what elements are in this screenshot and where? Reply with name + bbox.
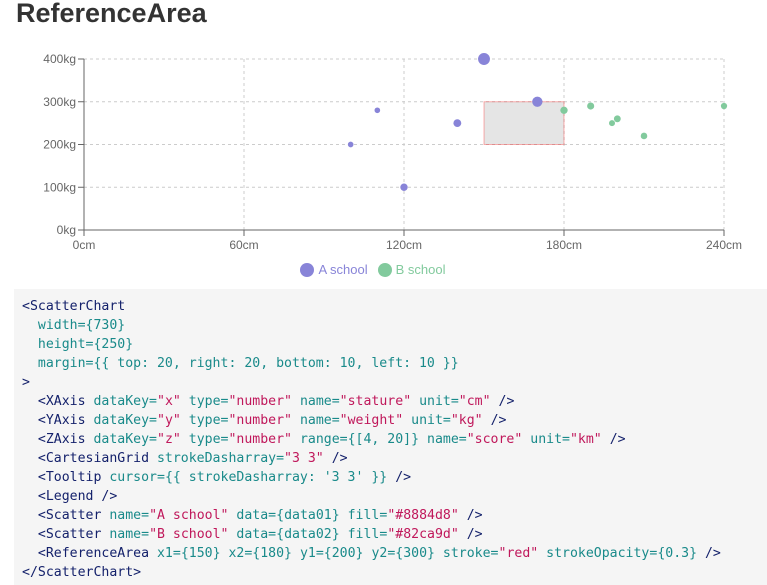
code-line: width={730} (37, 318, 126, 333)
legend-label: A school (318, 262, 368, 277)
y-tick-label: 400kg (43, 52, 76, 66)
b-school-point[interactable] (560, 106, 568, 114)
b-school-point[interactable] (640, 132, 648, 140)
axes: 0cm 60cm 120cm 180cm 240cm 0kg 100kg 200kg 300kg… (43, 52, 742, 250)
y-tick-label: 300kg (43, 95, 76, 109)
legend-label: B school (395, 262, 446, 277)
y-tick-label: 200kg (43, 138, 76, 152)
x-tick-label: 240cm (706, 238, 742, 250)
code-line: <ReferenceArea x1={150} x2={180} y1={200… (37, 546, 721, 561)
a-school-point[interactable] (400, 183, 408, 191)
code-line: <ScatterChart (22, 299, 126, 314)
b-school-point[interactable] (613, 115, 621, 123)
b-school-point[interactable] (587, 102, 595, 110)
b-school-point[interactable] (609, 120, 615, 127)
legend-circle-icon (300, 262, 315, 277)
legend-circle-icon (377, 262, 392, 277)
code-line: > (22, 375, 30, 390)
x-tick-label: 60cm (229, 238, 258, 250)
y-tick-label: 100kg (43, 180, 76, 194)
a-school-point[interactable] (347, 141, 354, 148)
page-title: ReferenceArea (16, 0, 207, 28)
a-school-point[interactable] (453, 119, 462, 128)
code-line: <Scatter name="B school" data={data02} f… (37, 527, 483, 542)
x-tick-label: 120cm (386, 238, 422, 250)
legend-item-a-school[interactable]: A school (300, 262, 368, 277)
a-school-point[interactable] (374, 107, 381, 114)
code-line: <XAxis dataKey="x" type="number" name="s… (37, 394, 515, 409)
x-tick-label: 0cm (73, 238, 96, 250)
code-line: height={250} (37, 337, 134, 352)
code-line: <Tooltip cursor={{ strokeDasharray: '3 3… (37, 470, 412, 485)
a-school-point[interactable] (478, 53, 490, 65)
legend-item-b-school[interactable]: B school (377, 262, 446, 277)
code-line: <CartesianGrid strokeDasharray="3 3" /> (37, 451, 348, 466)
y-tick-label: 0kg (57, 223, 76, 237)
scatter-points[interactable] (347, 53, 728, 191)
legend: A school B school (0, 262, 746, 277)
reference-area (483, 101, 565, 145)
code-line: <YAxis dataKey="y" type="number" name="w… (37, 413, 507, 428)
x-tick-label: 180cm (546, 238, 582, 250)
a-school-point[interactable] (532, 96, 543, 107)
scatter-chart[interactable]: 0cm 60cm 120cm 180cm 240cm 0kg 100kg 200kg 300kg… (0, 40, 767, 250)
code-block: <ScatterChart width={730} height={250} m… (14, 289, 767, 585)
b-school-point[interactable] (720, 102, 728, 110)
code-line: <Scatter name="A school" data={data01} f… (37, 508, 483, 523)
cartesian-grid (83, 58, 725, 231)
code-line: margin={{ top: 20, right: 20, bottom: 10… (37, 356, 459, 371)
code-line: <ZAxis dataKey="z" type="number" range={… (37, 432, 626, 447)
code-line: <Legend /> (37, 489, 118, 504)
code-line: </ScatterChart> (22, 565, 142, 580)
reference-area-layer (483, 101, 565, 145)
